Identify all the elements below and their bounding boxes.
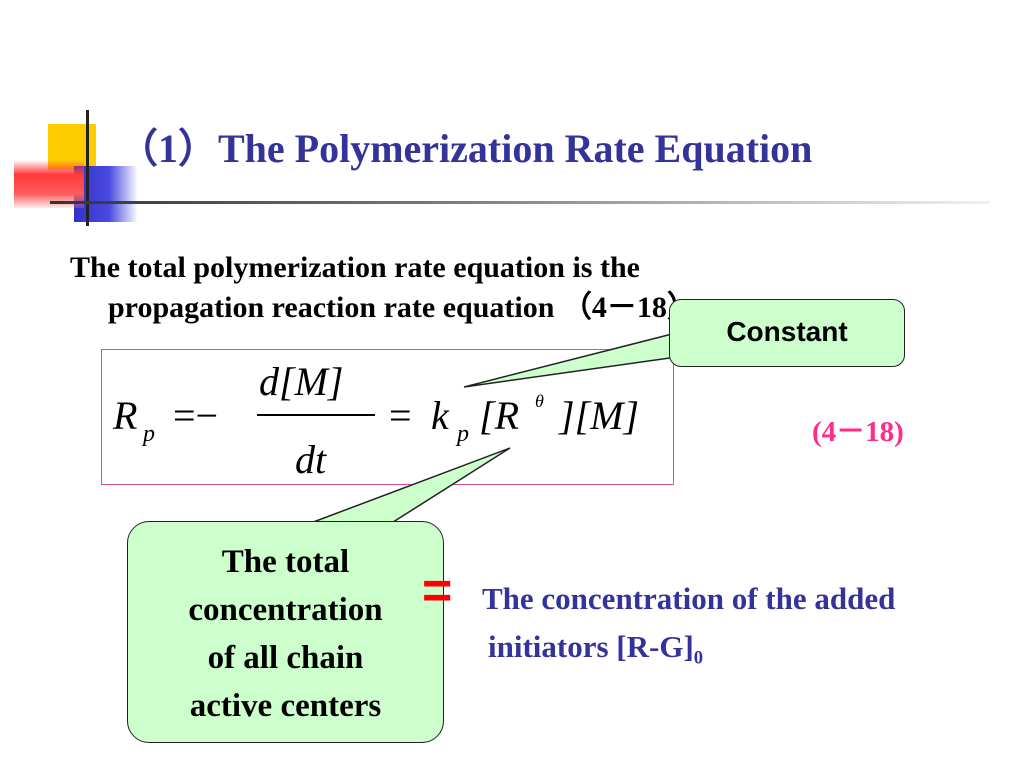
concentration-line-2: initiators [R-G]0 — [482, 623, 1022, 683]
logo-red-square — [14, 160, 84, 208]
equation-number: (4－18) — [812, 416, 904, 448]
total-concentration-callout: The total concentration of all chain act… — [127, 521, 444, 743]
eq-rp: R — [112, 393, 137, 438]
constant-callout: Constant — [669, 299, 905, 367]
eq-k: k — [431, 393, 450, 438]
eq-k-sub: p — [455, 421, 469, 447]
eq-rp-sub: p — [141, 421, 155, 447]
eq-denominator: dt — [295, 437, 327, 482]
eq-numerator: d[M] — [259, 359, 343, 404]
rate-equation: R p =− d[M] dt = k p [R θ ][M] — [112, 359, 639, 482]
slide-title: （1）The Polymerization Rate Equation — [118, 126, 813, 171]
concentration-subscript: 0 — [693, 647, 704, 669]
concentration-label: initiators [R-G] — [488, 629, 694, 664]
eq-radical-sup: θ — [535, 391, 544, 411]
eq-equals-minus: =− — [173, 393, 218, 438]
eq-radical-open: [R — [479, 393, 519, 438]
concentration-line-1: The concentration of the added — [482, 581, 896, 616]
callout-total-line-4: active centers — [189, 688, 382, 724]
callout-total-line-3: of all chain — [207, 640, 364, 676]
total-callout-pointer — [307, 447, 511, 525]
equals-sign: = — [422, 562, 453, 620]
logo-vertical-line — [86, 110, 89, 226]
concentration-text: The concentration of the added initiator… — [482, 575, 1022, 683]
body-line-1: The total polymerization rate equation i… — [70, 251, 640, 284]
equation-box — [101, 349, 674, 485]
callout-total-line-1: The total — [221, 544, 350, 580]
body-line-2: propagation reaction rate equation （4－18… — [108, 291, 697, 324]
body-text: The total polymerization rate equation i… — [70, 248, 870, 328]
logo-blue-square — [74, 166, 138, 222]
constant-callout-pointer — [463, 333, 686, 388]
callout-total-line-2: concentration — [188, 592, 383, 628]
eq-equals: = — [389, 393, 412, 438]
title-underline — [50, 201, 990, 204]
eq-radical-rest: ][M] — [558, 393, 639, 438]
